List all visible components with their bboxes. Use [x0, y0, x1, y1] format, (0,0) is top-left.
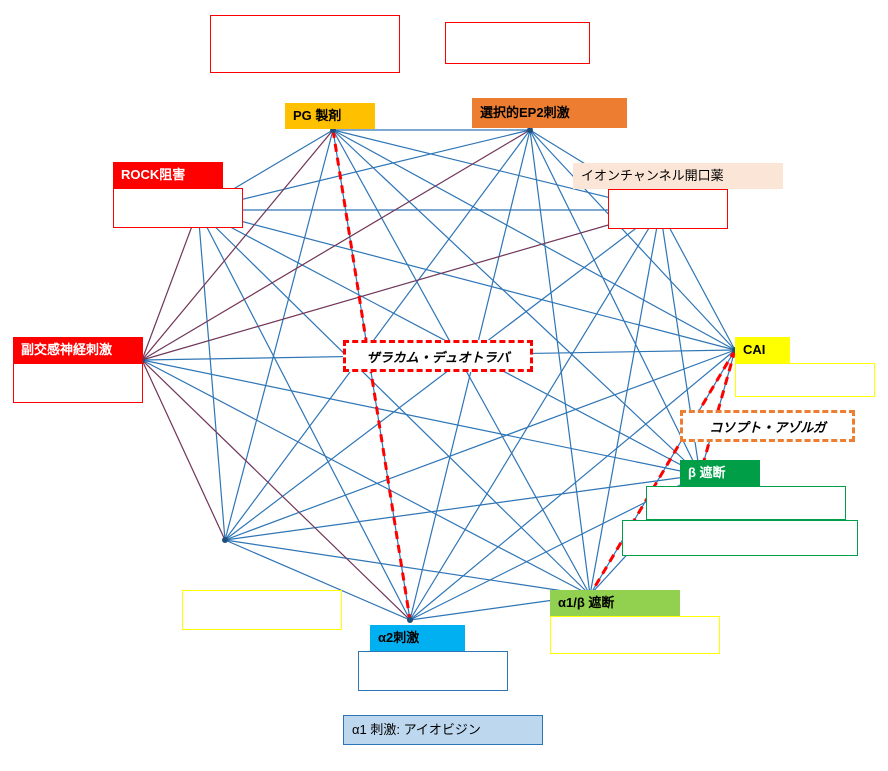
combo-text: ザラカム・デュオトラバ: [367, 347, 510, 366]
box-a1-label: α1 刺激: アイオビジン: [343, 715, 543, 745]
box-n8-blank: [182, 590, 342, 630]
box-rock-blank: [113, 188, 243, 228]
box-text: CAI: [743, 342, 765, 359]
box-cai-label: CAI: [735, 337, 790, 363]
box-para-blank: [13, 363, 143, 403]
combo-center-combo: ザラカム・デュオトラバ: [343, 340, 533, 372]
box-ion-blank: [608, 189, 728, 229]
box-beta-label: β 遮断: [680, 460, 760, 486]
box-cai-blank: [735, 363, 875, 397]
box-ep2-label: 選択的EP2刺激: [472, 98, 627, 128]
box-rock-label: ROCK阻害: [113, 162, 223, 188]
box-text: β 遮断: [688, 465, 726, 482]
box-beta-blank2: [622, 520, 858, 556]
box-text: イオンチャンネル開口薬: [581, 168, 724, 185]
box-pg-label: PG 製剤: [285, 103, 375, 129]
box-text: α2刺激: [378, 630, 419, 647]
box-para-label: 副交感神経刺激: [13, 337, 143, 363]
box-a2-label: α2刺激: [370, 625, 465, 651]
box-beta-blank1: [646, 486, 846, 520]
box-top-blank-2: [445, 22, 590, 64]
box-text: ROCK阻害: [121, 167, 185, 184]
box-text: α1 刺激: アイオビジン: [352, 722, 481, 739]
box-a1b-blank: [550, 616, 720, 654]
box-top-blank-1: [210, 15, 400, 73]
box-a2-blank: [358, 651, 508, 691]
box-text: 副交感神経刺激: [21, 342, 112, 359]
box-text: PG 製剤: [293, 108, 341, 125]
box-a1b-label: α1/β 遮断: [550, 590, 680, 616]
overlay-layer: PG 製剤 選択的EP2刺激 ROCK阻害 イオンチャンネル開口薬副交感神経刺激 CAI…: [0, 0, 888, 771]
combo-right-combo: コソプト・アゾルガ: [680, 410, 855, 442]
box-text: 選択的EP2刺激: [480, 105, 570, 122]
box-ion-label: イオンチャンネル開口薬: [573, 163, 783, 189]
combo-text: コソプト・アゾルガ: [709, 417, 826, 436]
box-text: α1/β 遮断: [558, 595, 614, 612]
